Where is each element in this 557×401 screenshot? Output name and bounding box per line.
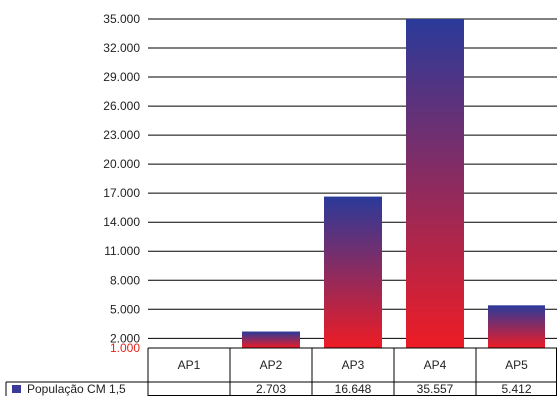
legend-swatch — [12, 385, 21, 393]
data-label: 16.648 — [335, 382, 372, 396]
data-label: 2.703 — [256, 382, 286, 396]
bar-ap4 — [406, 19, 464, 348]
data-label: 35.557 — [417, 382, 454, 396]
y-tick-label: 14.000 — [103, 215, 140, 229]
y-tick-label: 8.000 — [110, 273, 140, 287]
bar-ap2 — [242, 331, 300, 348]
y-tick-label: 5.000 — [110, 302, 140, 316]
x-tick-label: AP5 — [505, 358, 528, 372]
y-tick-label: 23.000 — [103, 128, 140, 142]
x-tick-label: AP1 — [178, 358, 201, 372]
bar-ap5 — [488, 305, 545, 348]
y-tick-label: 26.000 — [103, 99, 140, 113]
data-label: 5.412 — [501, 382, 531, 396]
y-tick-label: 2.000 — [110, 331, 140, 345]
x-tick-label: AP2 — [260, 358, 283, 372]
y-tick-label: 11.000 — [104, 244, 140, 258]
y-tick-label: 35.000 — [103, 12, 140, 26]
y-tick-label: 32.000 — [103, 41, 140, 55]
legend-label: População CM 1,5 — [27, 382, 126, 396]
y-tick-label: 1.000 — [110, 341, 140, 355]
bar-ap3 — [324, 196, 382, 348]
y-tick-label: 20.000 — [103, 157, 140, 171]
y-tick-label: 17.000 — [103, 186, 140, 200]
x-tick-label: AP4 — [424, 358, 447, 372]
x-tick-label: AP3 — [342, 358, 365, 372]
y-tick-label: 29.000 — [103, 70, 140, 84]
